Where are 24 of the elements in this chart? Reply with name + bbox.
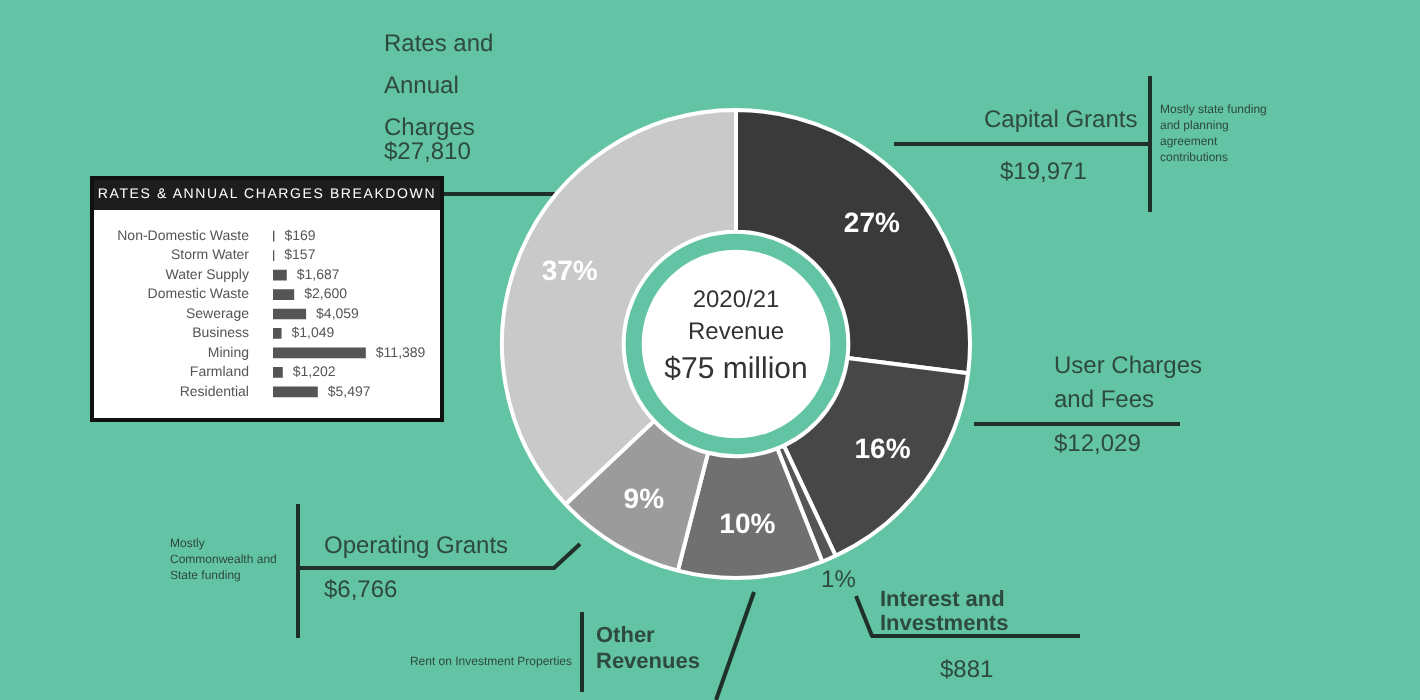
bar	[273, 269, 287, 281]
data-label: 27%	[843, 205, 901, 238]
text: 2020/21 Revenue	[687, 284, 785, 345]
slice-label: Rates and Annual Charges	[384, 28, 494, 141]
text: $75 million	[664, 352, 808, 387]
data-label: 9%	[623, 481, 666, 514]
slice-label: Interest and Investments	[880, 588, 1009, 637]
slice-label: Capital Grants	[984, 104, 1138, 133]
data-label: 16%	[854, 432, 912, 465]
data-label: 1%	[821, 565, 857, 594]
text: $6,766	[324, 574, 399, 603]
text: $881	[940, 654, 995, 683]
text: $12,029	[1054, 428, 1142, 457]
slice-label: Operating Grants	[324, 530, 509, 559]
slice-label: Other Revenues	[596, 624, 700, 675]
slice-label: User Charges and Fees	[1054, 350, 1203, 413]
bar	[273, 347, 366, 359]
bar	[273, 367, 283, 378]
bar	[273, 328, 282, 339]
bar	[273, 289, 295, 300]
bar	[273, 386, 318, 398]
text: $19,971	[1000, 156, 1088, 185]
data-label: 10%	[719, 506, 777, 539]
bar	[273, 308, 307, 320]
